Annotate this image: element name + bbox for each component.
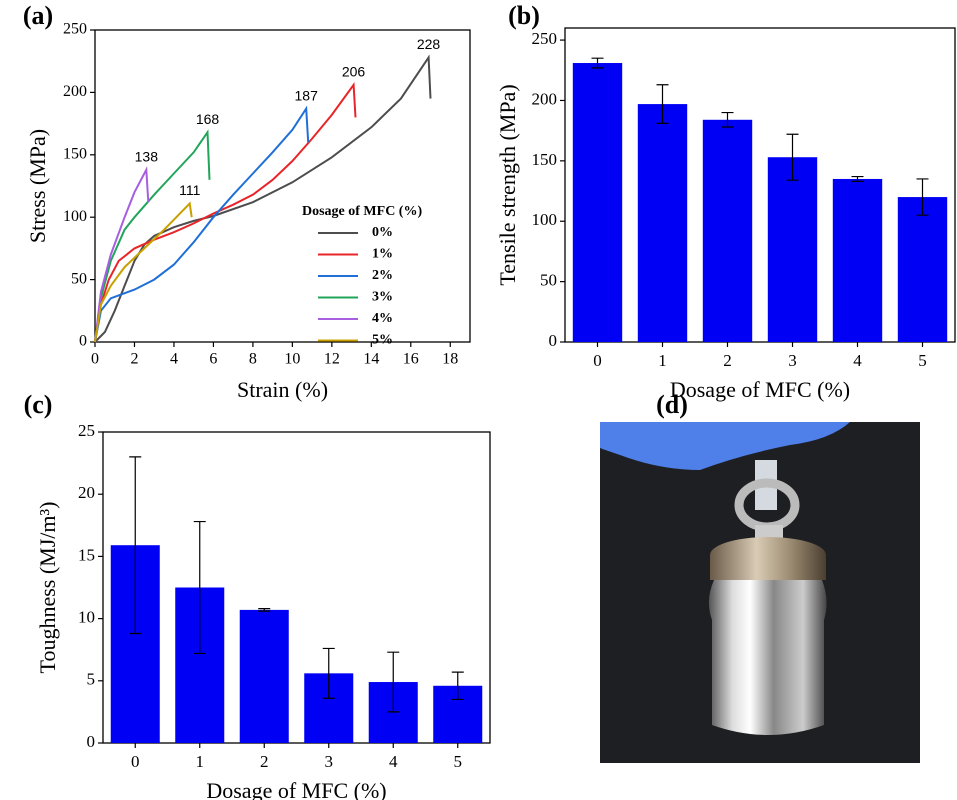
x-axis-label: Dosage of MFC (%)	[670, 377, 850, 402]
x-axis-label: Dosage of MFC (%)	[206, 778, 386, 800]
plot-frame	[102, 431, 491, 744]
y-tick-label: 50	[540, 271, 557, 290]
panel-label: (c)	[24, 390, 53, 419]
x-tick-label: 8	[249, 351, 257, 368]
y-tick-label: 5	[87, 670, 96, 689]
bar	[239, 609, 289, 743]
peak-label: 111	[179, 182, 200, 198]
x-tick-label: 3	[325, 752, 334, 771]
x-tick-label: 4	[853, 351, 862, 370]
x-tick-label: 18	[442, 351, 458, 368]
x-tick-label: 2	[723, 351, 732, 370]
y-tick-label: 150	[63, 145, 87, 162]
error-bar	[786, 133, 799, 181]
peak-label: 228	[417, 36, 441, 52]
error-bar	[721, 111, 734, 128]
stress-curve	[94, 82, 357, 343]
x-tick-label: 5	[454, 752, 463, 771]
bar	[702, 119, 753, 343]
bar	[572, 63, 623, 343]
plot-frame	[564, 27, 956, 343]
y-tick-label: 0	[549, 331, 558, 350]
error-bar	[387, 651, 400, 713]
y-tick-label: 200	[532, 89, 558, 108]
stress-curve	[94, 129, 211, 343]
x-tick-label: 5	[918, 351, 927, 370]
plot-frame	[94, 29, 471, 343]
error-bar	[193, 520, 206, 655]
panel-label: (b)	[508, 1, 540, 30]
stress-curve	[94, 201, 193, 343]
peak-label: 187	[295, 87, 319, 103]
y-tick-label: 250	[63, 21, 87, 38]
legend-label: 3%	[372, 290, 393, 305]
x-tick-label: 2	[260, 752, 269, 771]
x-tick-label: 3	[788, 351, 797, 370]
weight-body	[708, 580, 827, 735]
y-axis-label: Tensile strength (MPa)	[495, 84, 520, 285]
error-bar	[451, 671, 464, 701]
legend-title: Dosage of MFC (%)	[302, 204, 422, 219]
error-bar	[851, 175, 864, 182]
error-bar	[916, 178, 929, 216]
y-tick-label: 250	[532, 29, 558, 48]
x-tick-label: 0	[593, 351, 602, 370]
error-bar	[322, 647, 335, 699]
bar	[832, 178, 883, 342]
x-tick-label: 14	[363, 351, 379, 368]
y-tick-label: 200	[63, 83, 87, 100]
peak-label: 168	[196, 111, 220, 127]
stress-curve	[94, 166, 150, 343]
y-tick-label: 100	[532, 210, 558, 229]
y-tick-label: 10	[78, 608, 95, 627]
legend-label: 5%	[372, 333, 393, 348]
photo	[600, 422, 920, 763]
glove	[600, 422, 850, 470]
peak-label: 206	[342, 64, 366, 80]
y-tick-label: 0	[87, 732, 96, 751]
stress-curve	[94, 105, 310, 343]
error-bar	[129, 456, 142, 635]
x-tick-label: 4	[389, 752, 398, 771]
x-tick-label: 1	[196, 752, 205, 771]
x-tick-label: 0	[91, 351, 99, 368]
bar	[897, 197, 948, 342]
panel-label: (a)	[23, 1, 53, 30]
x-tick-label: 10	[284, 351, 300, 368]
x-axis-label: Strain (%)	[237, 377, 328, 402]
y-tick-label: 0	[79, 333, 87, 350]
y-tick-label: 50	[71, 270, 87, 287]
x-tick-label: 2	[130, 351, 138, 368]
y-axis-label: Stress (MPa)	[25, 129, 50, 243]
error-bar	[656, 84, 669, 125]
x-tick-label: 12	[324, 351, 340, 368]
peak-label: 138	[135, 148, 159, 164]
bar	[637, 104, 688, 342]
error-bar	[591, 57, 604, 69]
error-bar	[258, 608, 271, 612]
legend-label: 0%	[372, 225, 393, 240]
x-tick-label: 16	[403, 351, 419, 368]
y-tick-label: 100	[63, 208, 87, 225]
x-tick-label: 0	[131, 752, 140, 771]
bar	[767, 157, 818, 342]
y-tick-label: 150	[532, 150, 558, 169]
y-axis-label: Toughness (MJ/m³)	[35, 502, 60, 674]
x-tick-label: 4	[170, 351, 178, 368]
y-tick-label: 25	[78, 421, 95, 440]
panel-label: (d)	[656, 390, 688, 419]
x-tick-label: 1	[658, 351, 667, 370]
y-tick-label: 15	[78, 545, 95, 564]
x-tick-label: 6	[209, 351, 217, 368]
legend-label: 1%	[372, 247, 393, 262]
y-tick-label: 20	[78, 483, 95, 502]
legend-label: 4%	[372, 311, 393, 326]
cap-rim	[710, 555, 826, 580]
legend-label: 2%	[372, 268, 393, 283]
